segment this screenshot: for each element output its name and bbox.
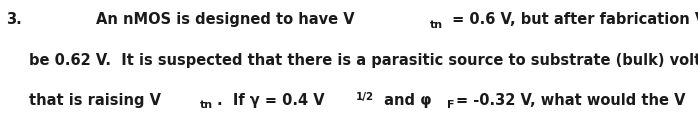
Text: be 0.62 V.  It is suspected that there is a parasitic source to substrate (bulk): be 0.62 V. It is suspected that there is… bbox=[29, 53, 698, 68]
Text: tn: tn bbox=[430, 20, 443, 30]
Text: = -0.32 V, what would the V: = -0.32 V, what would the V bbox=[456, 93, 685, 108]
Text: = 0.6 V, but after fabrication V: = 0.6 V, but after fabrication V bbox=[447, 12, 698, 27]
Text: An nMOS is designed to have V: An nMOS is designed to have V bbox=[96, 12, 355, 27]
Text: tn: tn bbox=[200, 100, 213, 110]
Text: .  If γ = 0.4 V: . If γ = 0.4 V bbox=[216, 93, 324, 108]
Text: 3.: 3. bbox=[6, 12, 22, 27]
Text: 1/2: 1/2 bbox=[355, 92, 373, 102]
Text: that is raising V: that is raising V bbox=[29, 93, 161, 108]
Text: and φ: and φ bbox=[379, 93, 431, 108]
Text: F: F bbox=[447, 100, 454, 110]
